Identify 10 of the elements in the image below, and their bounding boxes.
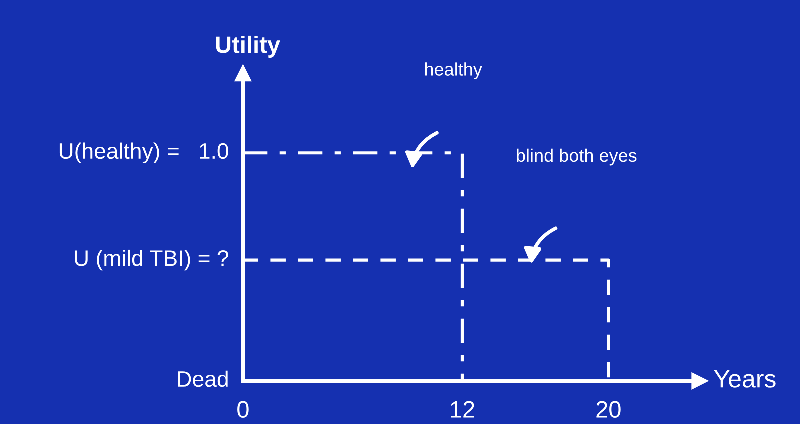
text: U(healthy) = 1.0	[60, 142, 228, 164]
annotation: blind both eyes	[517, 148, 637, 166]
text: healthy	[425, 62, 482, 80]
x-tick-label: 20	[596, 401, 621, 418]
x-tick-label: 12	[451, 401, 474, 418]
x-tick-label: 0	[238, 401, 249, 418]
text: Dead	[178, 370, 228, 388]
y-axis-title: Utility	[216, 36, 280, 58]
x-axis-title: Years	[714, 370, 776, 388]
text: U (mild TBI) = ?	[75, 250, 228, 271]
